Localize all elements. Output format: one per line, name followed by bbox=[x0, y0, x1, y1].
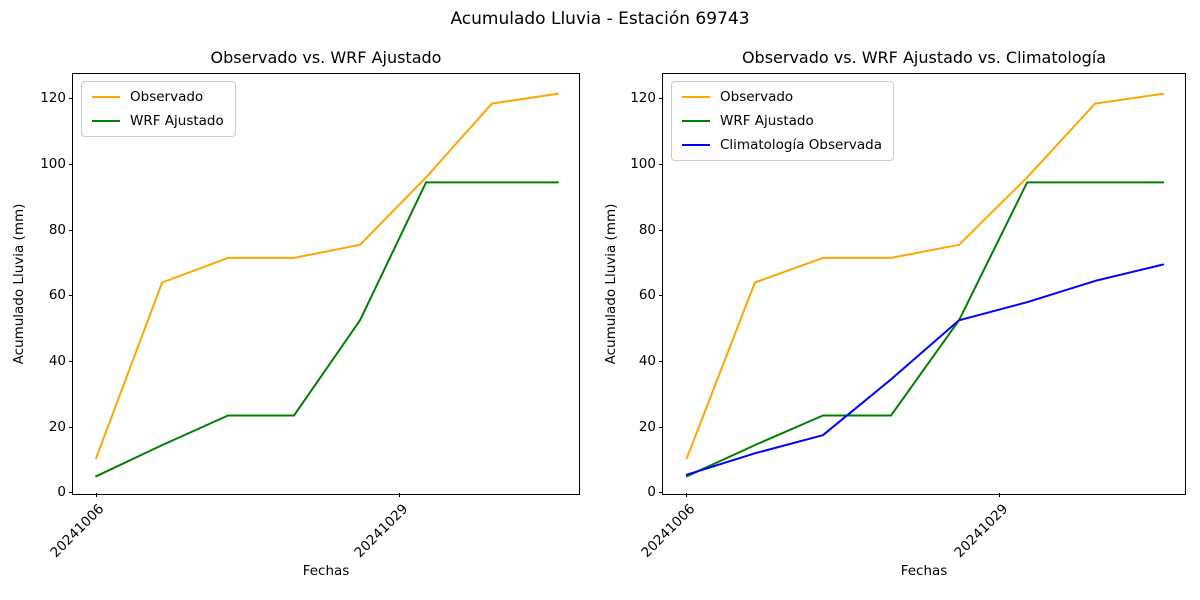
legend-item: Observado bbox=[92, 89, 224, 105]
series-line-observado bbox=[685, 92, 1165, 460]
series-line-wrf-ajustado bbox=[95, 181, 559, 478]
y-tick-mark bbox=[69, 492, 73, 494]
y-tick-mark bbox=[69, 360, 73, 362]
y-tick-label: 120 bbox=[40, 90, 66, 107]
y-tick-label: 20 bbox=[48, 418, 66, 435]
y-tick-label: 40 bbox=[638, 352, 656, 369]
figure-title: Acumulado Lluvia - Estación 69743 bbox=[450, 9, 750, 29]
y-tick-label: 100 bbox=[40, 155, 66, 172]
y-tick-mark bbox=[69, 229, 73, 231]
legend-item: WRF Ajustado bbox=[682, 113, 882, 129]
y-tick-mark bbox=[659, 295, 663, 297]
y-tick-label: 60 bbox=[638, 287, 656, 304]
y-tick-label: 80 bbox=[638, 221, 656, 238]
series-line-climatologi-a-observada bbox=[685, 263, 1165, 476]
legend-label: Observado bbox=[720, 89, 794, 105]
y-tick-mark bbox=[659, 426, 663, 428]
y-tick-label: 120 bbox=[630, 90, 656, 107]
y-tick-mark bbox=[659, 360, 663, 362]
y-tick-label: 0 bbox=[57, 484, 66, 501]
y-tick-label: 0 bbox=[647, 484, 656, 501]
plot-canvas bbox=[685, 92, 1165, 478]
legend-line-climatologi-a-observada bbox=[682, 143, 710, 147]
legend-item: Observado bbox=[682, 89, 882, 105]
y-tick-label: 40 bbox=[48, 352, 66, 369]
y-tick-mark bbox=[69, 426, 73, 428]
legend-line-wrf-ajustado bbox=[682, 119, 710, 123]
legend-label: WRF Ajustado bbox=[130, 113, 224, 129]
legend: Observado WRF Ajustado Climatología Observ… bbox=[671, 81, 894, 161]
plot-canvas bbox=[95, 92, 559, 478]
legend-line-observado bbox=[682, 95, 710, 99]
y-tick-mark bbox=[69, 163, 73, 165]
left-plot-area: 0 20 40 60 80 100 120 20241006 20241029 Observado… bbox=[40, 73, 580, 561]
y-tick-label: 100 bbox=[630, 155, 656, 172]
series-line-observado bbox=[95, 92, 559, 460]
x-tick-mark bbox=[95, 493, 97, 497]
legend-label: Observado bbox=[130, 89, 204, 105]
series-line-wrf-ajustado bbox=[685, 181, 1165, 478]
legend-item: Climatología Observada bbox=[682, 137, 882, 153]
y-tick-label: 80 bbox=[48, 221, 66, 238]
left-x-axis-label: Fechas bbox=[302, 563, 350, 579]
y-tick-mark bbox=[659, 229, 663, 231]
y-tick-label: 20 bbox=[638, 418, 656, 435]
y-tick-mark bbox=[659, 163, 663, 165]
y-tick-mark bbox=[69, 98, 73, 100]
x-tick-mark bbox=[686, 493, 688, 497]
legend-line-wrf-ajustado bbox=[92, 119, 120, 123]
legend: Observado WRF Ajustado bbox=[81, 81, 236, 137]
right-x-axis-label: Fechas bbox=[900, 563, 948, 579]
legend-line-observado bbox=[92, 95, 120, 99]
left-subplot-title: Observado vs. WRF Ajustado bbox=[210, 48, 442, 67]
y-tick-mark bbox=[69, 295, 73, 297]
right-plot-area: 0 20 40 60 80 100 120 20241006 20241029 Observado… bbox=[630, 73, 1186, 561]
y-tick-mark bbox=[659, 98, 663, 100]
y-tick-label: 60 bbox=[48, 287, 66, 304]
x-tick-mark bbox=[399, 493, 401, 497]
legend-label: WRF Ajustado bbox=[720, 113, 814, 129]
y-tick-mark bbox=[659, 492, 663, 494]
legend-label: Climatología Observada bbox=[720, 137, 882, 153]
right-subplot-title: Observado vs. WRF Ajustado vs. Climatolo… bbox=[741, 48, 1107, 67]
legend-item: WRF Ajustado bbox=[92, 113, 224, 129]
x-tick-mark bbox=[999, 493, 1001, 497]
